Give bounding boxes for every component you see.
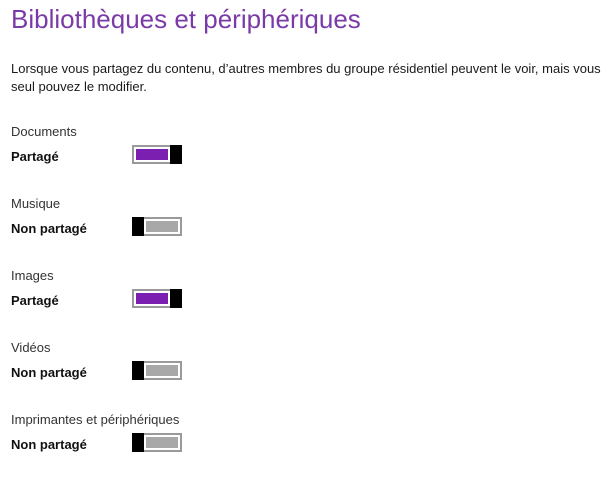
library-name: Images [11,268,54,283]
images-share-toggle[interactable] [132,289,182,308]
toggle-track [136,293,168,304]
toggle-knob[interactable] [170,145,182,164]
toggle-knob[interactable] [170,289,182,308]
page-title: Bibliothèques et périphériques [11,4,361,34]
library-name: Musique [11,196,61,211]
toggle-knob[interactable] [132,433,144,452]
library-name: Vidéos [11,340,51,355]
library-status: Non partagé [11,437,87,452]
library-name: Imprimantes et périphériques [11,412,180,427]
toggle-track [136,149,168,160]
page-description: Lorsque vous partagez du contenu, d’autr… [11,61,601,94]
library-status: Non partagé [11,221,87,236]
library-status: Partagé [11,149,59,164]
library-documents: Documents Partagé [11,124,311,174]
toggle-knob[interactable] [132,217,144,236]
toggle-track [146,221,178,232]
library-videos: Vidéos Non partagé [11,340,311,390]
library-name: Documents [11,124,77,139]
music-share-toggle[interactable] [132,217,182,236]
printers-devices-share-toggle[interactable] [132,433,182,452]
videos-share-toggle[interactable] [132,361,182,380]
library-music: Musique Non partagé [11,196,311,246]
library-status: Non partagé [11,365,87,380]
toggle-knob[interactable] [132,361,144,380]
library-printers-devices: Imprimantes et périphériques Non partagé [11,412,311,462]
library-status: Partagé [11,293,59,308]
toggle-track [146,365,178,376]
documents-share-toggle[interactable] [132,145,182,164]
toggle-track [146,437,178,448]
library-images: Images Partagé [11,268,311,318]
